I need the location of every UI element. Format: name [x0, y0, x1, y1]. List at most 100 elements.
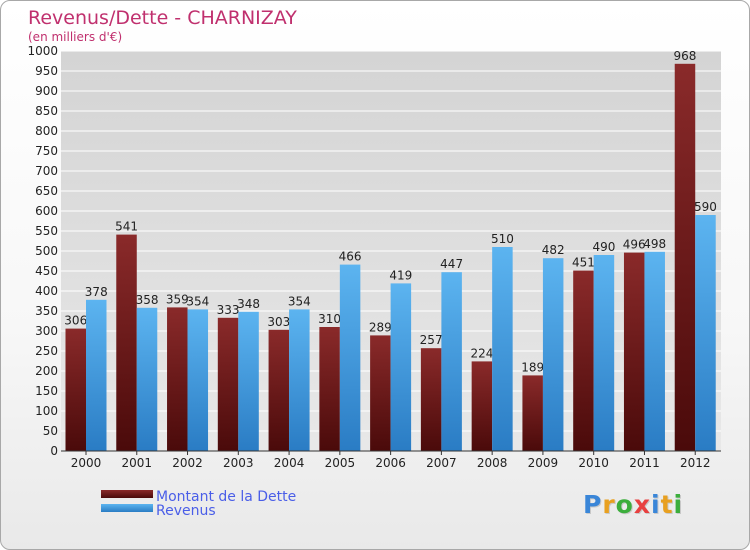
- bar-revenus: [542, 258, 564, 451]
- data-label-revenus: 447: [440, 257, 463, 271]
- data-label-debt: 333: [217, 303, 240, 317]
- data-label-revenus: 354: [288, 294, 311, 308]
- proxiti-logo: Proxiti: [583, 490, 683, 519]
- bar-revenus: [492, 247, 513, 451]
- x-tick-label: 2005: [325, 456, 356, 470]
- legend-label-debt: Montant de la Dette: [156, 489, 296, 505]
- logo-letter: t: [660, 490, 674, 519]
- data-label-debt: 189: [521, 360, 544, 374]
- chart-title: Revenus/Dette - CHARNIZAY: [28, 7, 297, 29]
- chart-subtitle: (en milliers d'€): [28, 30, 122, 44]
- bar-revenus: [390, 283, 412, 451]
- data-label-revenus: 378: [85, 285, 108, 299]
- y-tick-label: 550: [35, 224, 58, 238]
- data-label-revenus: 354: [186, 294, 209, 308]
- bar-revenus: [441, 272, 462, 451]
- legend-label-revenus: Revenus: [156, 503, 216, 519]
- logo-letter: i: [651, 490, 661, 519]
- bar-debt: [420, 348, 442, 451]
- y-tick-label: 250: [35, 344, 58, 358]
- data-label-revenus: 482: [542, 243, 565, 257]
- y-tick-label: 100: [35, 404, 58, 418]
- x-tick-label: 2000: [71, 456, 102, 470]
- y-tick-label: 200: [35, 364, 58, 378]
- y-tick-label: 450: [35, 264, 58, 278]
- bar-debt: [65, 328, 86, 451]
- bar-revenus: [86, 299, 107, 451]
- data-label-revenus: 348: [237, 297, 260, 311]
- data-label-revenus: 358: [136, 293, 159, 307]
- logo-letter: o: [615, 490, 634, 519]
- x-tick-label: 2007: [426, 456, 457, 470]
- data-label-revenus: 590: [694, 200, 717, 214]
- y-tick-label: 50: [43, 424, 58, 438]
- y-tick-label: 0: [50, 444, 58, 458]
- y-tick-label: 350: [35, 304, 58, 318]
- legend: Montant de la Dette Revenus: [101, 489, 296, 519]
- y-tick-label: 850: [35, 104, 58, 118]
- bar-revenus: [644, 251, 665, 451]
- bar-debt: [167, 307, 188, 451]
- data-label-debt: 289: [369, 320, 392, 334]
- y-tick-label: 300: [35, 324, 58, 338]
- bar-debt: [268, 329, 290, 451]
- bar-debt: [217, 317, 239, 451]
- data-label-debt: 303: [267, 315, 290, 329]
- data-label-revenus: 466: [339, 250, 362, 264]
- bar-debt: [319, 327, 340, 451]
- x-tick-label: 2002: [172, 456, 203, 470]
- bar-revenus: [238, 311, 259, 451]
- data-label-debt: 496: [623, 238, 646, 252]
- logo-letter: P: [583, 490, 603, 519]
- y-tick-label: 1000: [27, 44, 58, 58]
- y-tick-label: 400: [35, 284, 58, 298]
- bar-debt: [623, 252, 645, 451]
- data-label-debt: 306: [64, 314, 87, 328]
- data-label-debt: 968: [674, 49, 697, 63]
- y-tick-label: 650: [35, 184, 58, 198]
- legend-swatch-revenus: [101, 504, 153, 512]
- bar-revenus: [289, 309, 310, 451]
- bar-revenus: [187, 309, 209, 451]
- data-label-debt: 541: [115, 220, 138, 234]
- bar-revenus: [339, 264, 361, 451]
- y-tick-label: 500: [35, 244, 58, 258]
- data-label-revenus: 510: [491, 232, 514, 246]
- x-tick-label: 2003: [223, 456, 254, 470]
- y-tick-label: 700: [35, 164, 58, 178]
- data-label-debt: 310: [318, 312, 341, 326]
- x-tick-label: 2010: [578, 456, 609, 470]
- x-tick-label: 2004: [274, 456, 305, 470]
- bar-debt: [116, 234, 137, 451]
- data-label-revenus: 419: [389, 268, 412, 282]
- bar-debt: [674, 63, 696, 452]
- logo-letter: i: [673, 490, 684, 519]
- x-tick-label: 2011: [629, 456, 660, 470]
- bar-debt: [573, 270, 594, 451]
- y-tick-label: 950: [35, 64, 58, 78]
- x-tick-label: 2009: [528, 456, 559, 470]
- y-tick-label: 750: [35, 144, 58, 158]
- bar-revenus: [695, 215, 716, 451]
- logo-letter: x: [633, 490, 651, 519]
- legend-swatch-debt: [101, 490, 153, 498]
- x-tick-label: 2001: [121, 456, 152, 470]
- data-label-debt: 224: [470, 346, 493, 360]
- bar-revenus: [593, 255, 615, 451]
- bar-debt: [471, 361, 493, 451]
- x-tick-label: 2006: [375, 456, 406, 470]
- y-tick-label: 800: [35, 124, 58, 138]
- bar-debt: [370, 335, 391, 451]
- y-tick-label: 900: [35, 84, 58, 98]
- data-label-debt: 359: [166, 292, 189, 306]
- x-axis-ticks: 2000 2001 2002 2003 2004 2005 2006 2007 2008 2009…: [71, 451, 711, 470]
- logo-letter: r: [602, 490, 616, 519]
- y-tick-label: 600: [35, 204, 58, 218]
- x-tick-label: 2008: [477, 456, 508, 470]
- data-label-revenus: 490: [592, 240, 615, 254]
- x-tick-label: 2012: [680, 456, 711, 470]
- y-tick-label: 150: [35, 384, 58, 398]
